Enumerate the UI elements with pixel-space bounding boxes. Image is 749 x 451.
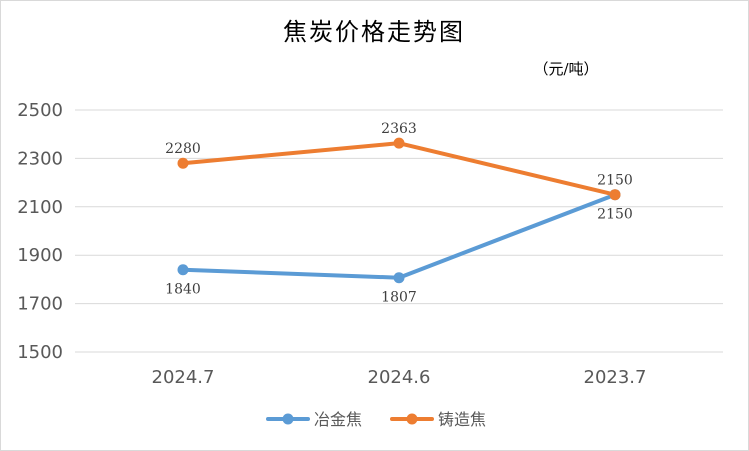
y-axis: 1500 1700 1900 2100 2300 2500 [17,100,63,363]
data-label: 1807 [381,290,417,306]
legend-label: 冶金焦 [314,410,362,429]
data-label: 2150 [597,207,633,223]
data-point [177,264,189,276]
y-tick-label: 2500 [17,100,63,121]
y-tick-label: 1900 [17,245,63,266]
legend-marker [282,413,294,425]
y-tick-label: 1500 [17,342,63,363]
data-label: 1840 [165,282,201,298]
x-tick-label: 2024.7 [152,367,215,388]
y-tick-label: 2100 [17,197,63,218]
x-tick-label: 2024.6 [368,367,431,388]
legend: 冶金焦 铸造焦 [266,410,486,429]
x-axis: 2024.7 2024.6 2023.7 [152,367,647,388]
data-label: 2363 [381,121,417,137]
data-label: 2280 [165,141,201,157]
legend-marker [406,413,418,425]
y-tick-label: 2300 [17,148,63,169]
data-point [393,272,405,284]
y-tick-label: 1700 [17,294,63,315]
data-point [177,157,189,169]
legend-label: 铸造焦 [438,410,486,429]
unit-label: （元/吨） [533,60,598,78]
series-group: 1840 1807 2150 2280 2363 2150 [165,121,633,306]
data-point [609,189,621,201]
x-tick-label: 2023.7 [584,367,647,388]
data-label: 2150 [597,173,633,189]
series-line-2 [181,141,617,197]
data-point [393,137,405,149]
chart-title: 焦炭价格走势图 [283,18,465,46]
